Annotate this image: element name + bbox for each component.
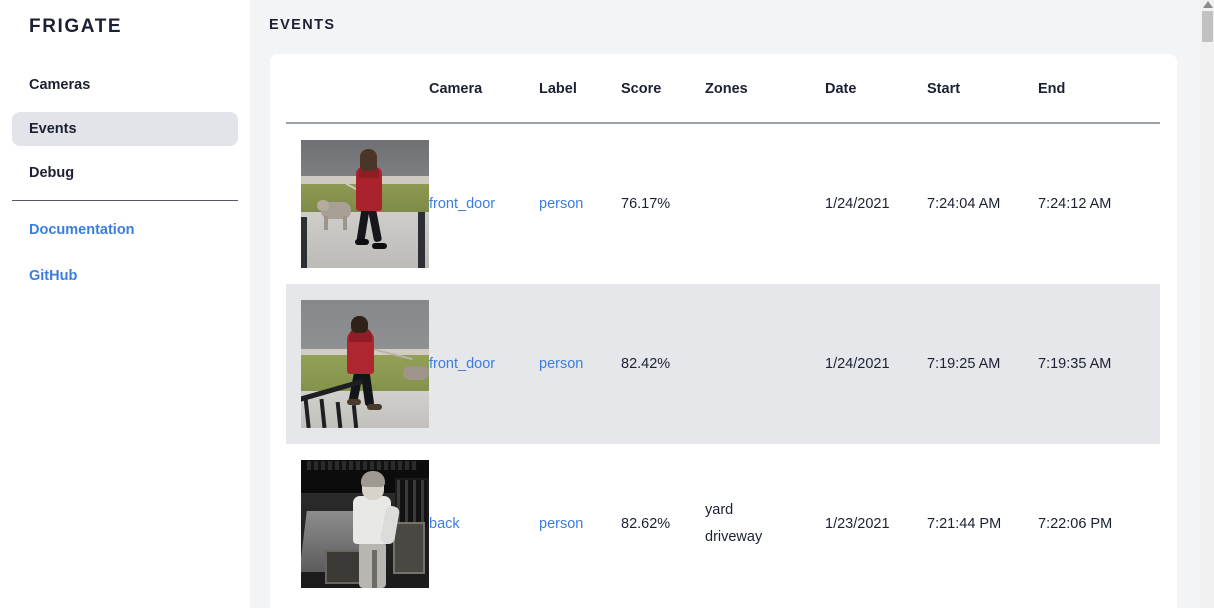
event-date: 1/24/2021 xyxy=(825,356,890,372)
event-end: 7:24:12 AM xyxy=(1038,196,1112,212)
table-row[interactable]: front_door person 82.42% 1/24/2021 7:19:… xyxy=(270,284,1177,444)
event-date: 1/23/2021 xyxy=(825,516,890,532)
sidebar-link-documentation[interactable]: Documentation xyxy=(12,213,238,247)
app-brand-title: FRIGATE xyxy=(29,16,123,37)
event-thumbnail-cell xyxy=(270,140,429,268)
table-header-camera[interactable]: Camera xyxy=(429,81,483,97)
event-score: 76.17% xyxy=(621,196,671,212)
event-end: 7:22:06 PM xyxy=(1038,516,1113,532)
sidebar-link-label: Documentation xyxy=(29,222,135,238)
table-header-start[interactable]: Start xyxy=(927,81,961,97)
table-header-date[interactable]: Date xyxy=(825,81,857,97)
event-thumbnail-image[interactable] xyxy=(301,140,429,268)
event-score: 82.42% xyxy=(621,356,671,372)
event-start: 7:19:25 AM xyxy=(927,356,1001,372)
sidebar-item-label: Events xyxy=(29,121,77,137)
event-label-link[interactable]: person xyxy=(539,356,584,372)
table-row[interactable]: front_door person 76.17% 1/24/2021 7:24:… xyxy=(270,124,1177,284)
table-header-label[interactable]: Label xyxy=(539,81,577,97)
scroll-up-arrow-icon[interactable] xyxy=(1203,1,1213,8)
event-score: 82.62% xyxy=(621,516,671,532)
page-title: EVENTS xyxy=(269,17,336,33)
sidebar-item-label: Debug xyxy=(29,165,75,181)
sidebar-item-events[interactable]: Events xyxy=(12,112,238,146)
event-camera-link[interactable]: front_door xyxy=(429,196,496,212)
table-header-row: Camera Label Score Zones Date Start End xyxy=(270,54,1177,124)
sidebar-link-label: GitHub xyxy=(29,268,78,284)
events-table: Camera Label Score Zones Date Start End xyxy=(270,54,1177,604)
event-camera-link[interactable]: back xyxy=(429,516,460,532)
table-row[interactable]: back person 82.62% yard driveway 1/23/20… xyxy=(270,444,1177,604)
vertical-scrollbar[interactable] xyxy=(1200,0,1214,608)
sidebar: FRIGATE Cameras Events Debug Documentati… xyxy=(0,0,250,608)
event-start: 7:21:44 PM xyxy=(927,516,1002,532)
events-card: Camera Label Score Zones Date Start End xyxy=(270,54,1177,608)
scrollbar-thumb[interactable] xyxy=(1202,11,1213,42)
sidebar-link-github[interactable]: GitHub xyxy=(12,259,238,293)
event-thumbnail-cell xyxy=(270,300,429,428)
event-thumbnail-image[interactable] xyxy=(301,300,429,428)
sidebar-nav: Cameras Events Debug Documentation GitHu… xyxy=(0,68,250,303)
event-thumbnail-cell xyxy=(270,460,429,588)
table-header-end[interactable]: End xyxy=(1038,81,1066,97)
sidebar-divider xyxy=(12,200,238,201)
event-end: 7:19:35 AM xyxy=(1038,356,1112,372)
event-date: 1/24/2021 xyxy=(825,196,890,212)
event-zone-link[interactable]: yard xyxy=(705,502,734,519)
sidebar-item-cameras[interactable]: Cameras xyxy=(12,68,238,102)
table-header-score[interactable]: Score xyxy=(621,81,662,97)
event-zones: yard driveway xyxy=(705,500,825,547)
main-content: EVENTS Camera Label Score Zones Date Sta… xyxy=(250,0,1214,608)
event-start: 7:24:04 AM xyxy=(927,196,1001,212)
sidebar-item-label: Cameras xyxy=(29,77,91,93)
table-header-zones[interactable]: Zones xyxy=(705,81,748,97)
event-thumbnail-image[interactable] xyxy=(301,460,429,588)
event-zone-link[interactable]: driveway xyxy=(705,528,763,545)
event-label-link[interactable]: person xyxy=(539,516,584,532)
sidebar-item-debug[interactable]: Debug xyxy=(12,156,238,190)
event-label-link[interactable]: person xyxy=(539,196,584,212)
event-camera-link[interactable]: front_door xyxy=(429,356,496,372)
